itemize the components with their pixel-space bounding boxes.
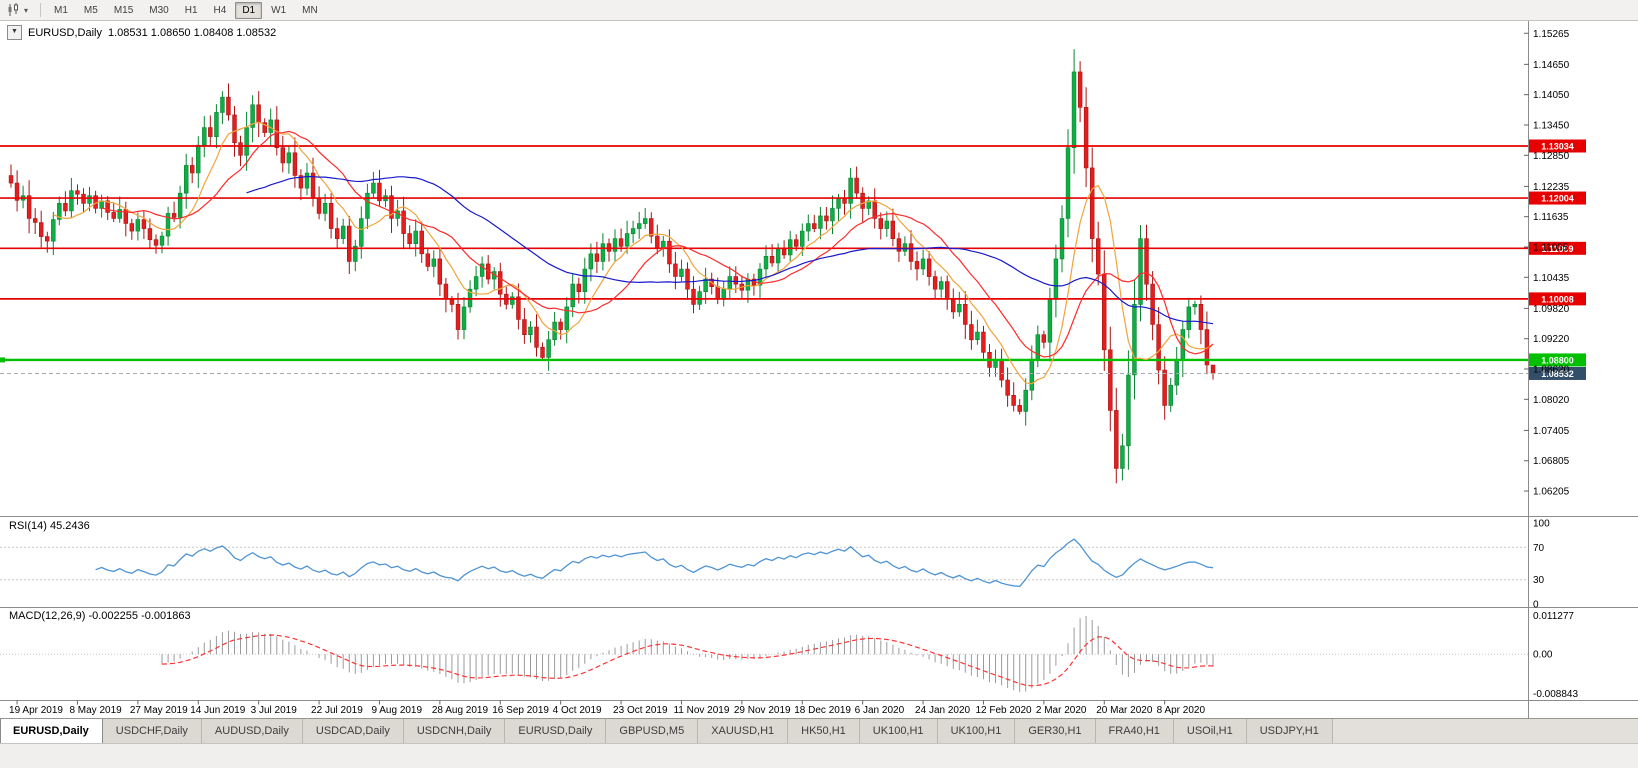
toolbar-separator [40,3,42,17]
symbol-timeframe-label: EURUSD,Daily [28,26,102,39]
chart-tab-AUDUSD-Daily[interactable]: AUDUSD,Daily [201,719,303,743]
chart-tab-HK50-H1[interactable]: HK50,H1 [788,719,860,743]
period-button-D1[interactable]: D1 [235,1,263,19]
timeframe-toolbar: ▾ M1 M5 M15 M30 H1 H4 D1 W1 MN [0,0,1638,21]
chart-tab-USDJPY-H1[interactable]: USDJPY,H1 [1246,719,1333,743]
chart-tab-USDCNH-Daily[interactable]: USDCNH,Daily [403,719,506,743]
rsi-indicator-label: RSI(14) 45.2436 [9,520,90,532]
ohlc-values-label: 1.08531 1.08650 1.08408 1.08532 [107,26,277,39]
period-button-H4[interactable]: H4 [213,4,227,16]
candlestick-chart-icon[interactable] [5,2,23,18]
chart-type-dropdown-caret-icon[interactable]: ▾ [24,5,29,15]
chart-tab-FRA40-H1[interactable]: FRA40,H1 [1095,719,1174,743]
period-button-M5[interactable]: M5 [83,4,98,16]
chart-tab-EURUSD-Daily[interactable]: EURUSD,Daily [505,719,607,743]
period-button-MN[interactable]: MN [302,4,318,16]
chart-tab-EURUSD-Daily[interactable]: EURUSD,Daily [0,719,103,743]
status-bar [0,743,1638,768]
chart-tab-USDCAD-Daily[interactable]: USDCAD,Daily [302,719,404,743]
period-button-H1[interactable]: H1 [184,4,198,16]
chart-tab-UK100-H1[interactable]: UK100,H1 [859,719,938,743]
chart-background [0,21,1638,718]
chart-tabs-bar: EURUSD,Daily USDCHF,Daily AUDUSD,Daily USDC… [0,718,1638,743]
chart-tab-USDCHF-Daily[interactable]: USDCHF,Daily [102,719,202,743]
chart-tab-UK100-H1[interactable]: UK100,H1 [937,719,1016,743]
chart-tab-XAUUSD-H1[interactable]: XAUUSD,H1 [698,719,789,743]
chart-tab-GER30-H1[interactable]: GER30,H1 [1015,719,1096,743]
period-button-W1[interactable]: W1 [271,4,287,16]
chart-tab-USOil-H1[interactable]: USOil,H1 [1173,719,1247,743]
collapse-chart-icon[interactable]: ▼ [7,25,22,40]
chart-title-overlay: ▼ EURUSD,Daily 1.08531 1.08650 1.08408 1… [7,25,276,40]
macd-indicator-label: MACD(12,26,9) -0.002255 -0.001863 [9,610,191,622]
period-button-M30[interactable]: M30 [149,4,169,16]
period-buttons-group: M1 M5 M15 M30 H1 H4 D1 W1 MN [47,1,325,19]
candlestick-glyph [8,3,18,16]
period-button-M15[interactable]: M15 [113,4,134,16]
chart-tab-GBPUSD-M5[interactable]: GBPUSD,M5 [606,719,699,743]
period-button-M1[interactable]: M1 [54,4,68,16]
